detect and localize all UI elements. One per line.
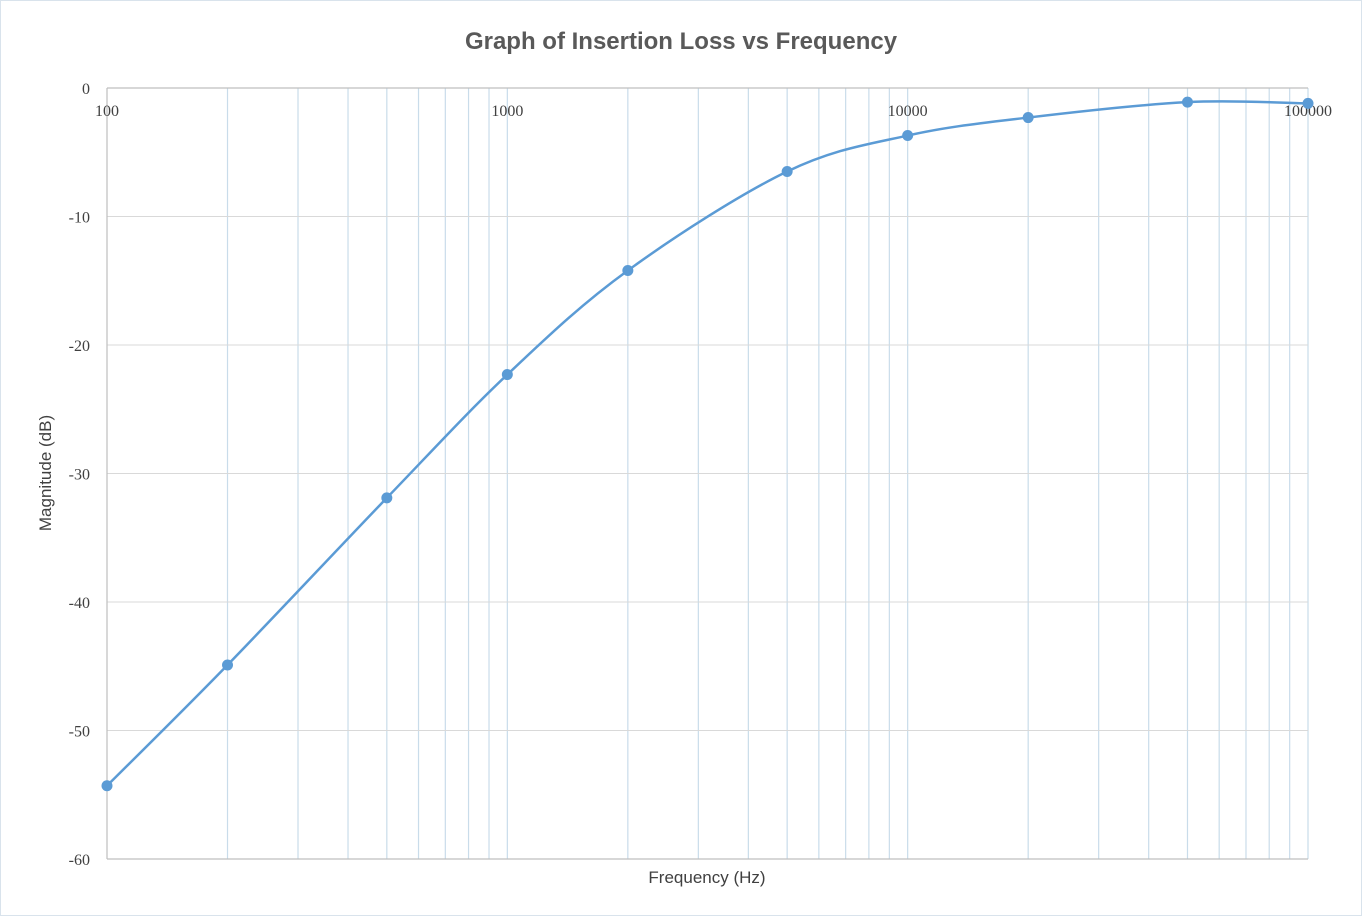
x-tick-label: 1000: [491, 103, 523, 120]
data-point: [501, 369, 513, 381]
y-axis-title: Magnitude (dB): [36, 415, 55, 531]
series-layer: [101, 96, 1314, 792]
y-tick-label: -40: [69, 595, 90, 612]
data-point: [902, 130, 914, 142]
series-line: [106, 100, 1309, 787]
data-point: [622, 264, 634, 276]
y-tick-label: -10: [69, 210, 90, 227]
y-tick-label: -50: [69, 724, 90, 741]
data-point: [1302, 97, 1314, 109]
y-tick-label: -30: [69, 467, 90, 484]
y-tick-label: -20: [69, 338, 90, 355]
data-point: [1022, 112, 1034, 124]
y-tick-label: -60: [69, 852, 90, 869]
gridlines: [107, 87, 1309, 860]
data-point: [381, 492, 393, 504]
x-tick-label: 10000: [888, 103, 928, 120]
x-axis-title: Frequency (Hz): [648, 868, 765, 887]
data-point: [781, 166, 793, 178]
data-point: [101, 780, 113, 792]
x-tick-label: 100: [95, 103, 119, 120]
x-tick-label: 100000: [1284, 103, 1332, 120]
tick-labels: 100 1000 10000 100000 0 -10 -20 -30 -40 -50 -60: [69, 81, 1332, 869]
data-point: [222, 659, 234, 671]
chart-title: Graph of Insertion Loss vs Frequency: [465, 28, 898, 55]
axes: [106, 87, 1308, 860]
data-point: [1181, 96, 1193, 108]
y-tick-label: 0: [82, 81, 90, 98]
